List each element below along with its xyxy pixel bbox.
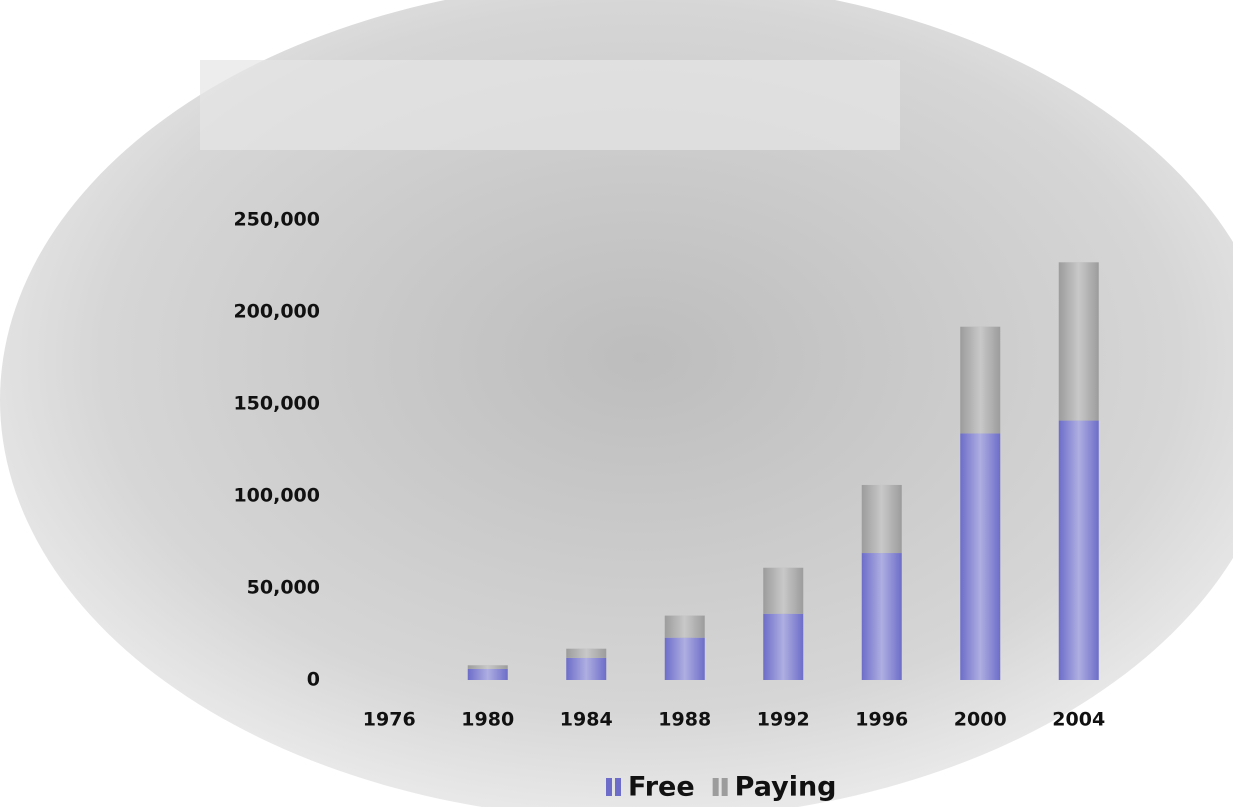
x-tick-label: 2004 <box>1052 709 1105 731</box>
bar-shine <box>960 433 1001 680</box>
photo-lamp <box>200 60 900 150</box>
bar-shine <box>763 613 804 680</box>
bar-shine <box>861 484 902 554</box>
y-tick-label: 100,000 <box>233 485 320 507</box>
x-tick-label: 2000 <box>954 709 1007 731</box>
x-tick-label: 1992 <box>757 709 810 731</box>
legend-swatch <box>721 778 728 796</box>
bar-shine <box>664 615 705 638</box>
bar-shine <box>467 668 508 680</box>
legend-label: Free <box>628 772 695 803</box>
bar-shine <box>960 326 1001 434</box>
y-tick-label: 150,000 <box>233 393 320 415</box>
bar-shine <box>467 665 508 669</box>
y-tick-label: 0 <box>307 669 320 691</box>
bar-shine <box>763 567 804 614</box>
x-tick-label: 1984 <box>560 709 613 731</box>
y-tick-label: 250,000 <box>233 209 320 231</box>
legend-swatch <box>615 778 621 796</box>
bar-shine <box>566 657 607 680</box>
x-tick-label: 1976 <box>363 709 416 731</box>
x-tick-label: 1980 <box>461 709 514 731</box>
y-tick-label: 200,000 <box>233 301 320 323</box>
bar-shine <box>1058 420 1099 680</box>
bar-shine <box>566 648 607 658</box>
x-tick-label: 1988 <box>658 709 711 731</box>
legend-label: Paying <box>735 772 837 803</box>
bar-shine <box>861 553 902 680</box>
bar-shine <box>664 637 705 680</box>
legend-swatch <box>712 778 719 796</box>
y-tick-label: 50,000 <box>247 577 320 599</box>
bar-shine <box>1058 262 1099 421</box>
x-tick-label: 1996 <box>855 709 908 731</box>
legend-swatch <box>606 778 612 796</box>
